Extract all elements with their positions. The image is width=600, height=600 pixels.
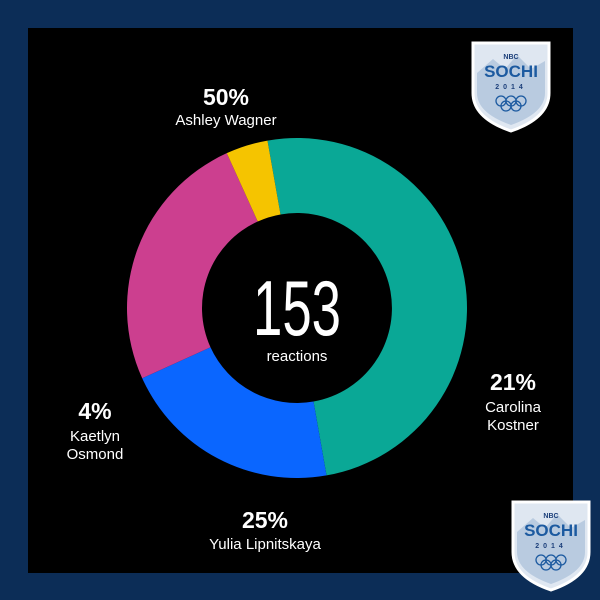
slice-percent-carolina-kostner: 21% (490, 369, 536, 395)
total-count-label: reactions (267, 348, 328, 365)
slice-label-ashley-wagner: Ashley Wagner (175, 112, 276, 129)
chart-panel (28, 28, 573, 573)
slice-percent-yulia-lipnitskaya: 25% (242, 507, 288, 533)
slice-percent-kaetlyn-osmond: 4% (78, 398, 111, 424)
slice-label-yulia-lipnitskaya: Yulia Lipnitskaya (209, 536, 321, 553)
donut-slices (126, 138, 468, 479)
donut-slice-ashley-wagner (267, 138, 468, 476)
sochi-wordmark-bottom: SOCHI (524, 521, 578, 540)
sochi-year-bottom: 2014 (535, 543, 567, 550)
nbc-wordmark-bottom: NBC (543, 513, 558, 520)
slice-label-carolina-kostner-line1: Carolina (485, 399, 542, 416)
slice-label-kaetlyn-osmond-line1: Kaetlyn (70, 428, 120, 445)
nbc-wordmark-top: NBC (503, 54, 518, 61)
sochi-year-top: 2014 (495, 84, 527, 91)
slice-label-carolina-kostner-line2: Kostner (487, 417, 539, 434)
sochi-logo-top: NBC SOCHI 2014 (471, 41, 551, 133)
olympic-rings-icon (495, 95, 527, 112)
donut-slice-kaetlyn-osmond (226, 140, 281, 222)
sochi-logo-bottom: NBC SOCHI 2014 (511, 500, 591, 592)
donut-slice-carolina-kostner (142, 347, 327, 479)
total-count: 153 (253, 264, 341, 352)
slice-percent-ashley-wagner: 50% (203, 84, 249, 110)
olympic-rings-icon (535, 554, 567, 571)
slice-label-kaetlyn-osmond-line2: Osmond (67, 446, 124, 463)
sochi-wordmark-top: SOCHI (484, 62, 538, 81)
donut-slice-yulia-lipnitskaya (126, 153, 258, 379)
